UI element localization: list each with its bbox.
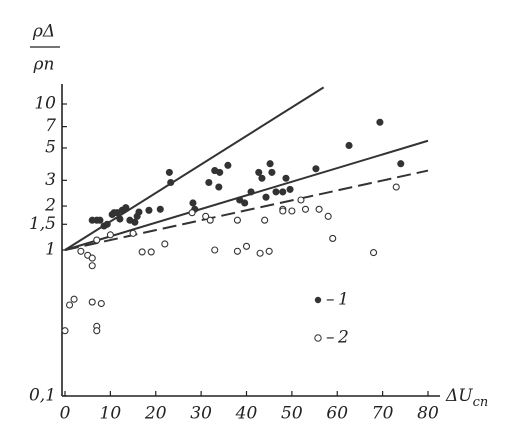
point (376, 118, 384, 126)
point (206, 216, 214, 224)
point (286, 185, 294, 193)
point (242, 242, 251, 250)
point (116, 215, 124, 223)
y-label-denominator: ρп (33, 55, 55, 75)
point (211, 246, 219, 254)
point (205, 178, 213, 187)
legend-dash: – (326, 328, 335, 348)
legend-marker (314, 296, 322, 304)
point (266, 160, 274, 168)
x-tick-label: 10 (100, 404, 122, 424)
y-tick-label: 3 (45, 170, 56, 190)
x-tick-label: 80 (417, 404, 439, 424)
point (282, 174, 290, 182)
point (255, 168, 263, 176)
point (215, 183, 223, 191)
x-tick-label: 60 (326, 404, 348, 424)
point (329, 234, 337, 242)
fit-line (64, 169, 429, 251)
point (279, 207, 287, 215)
legend-label: 2 (337, 328, 349, 348)
point (279, 188, 287, 196)
point (161, 240, 169, 248)
fit-line (64, 139, 429, 251)
x-tick-label: 0 (60, 404, 71, 424)
y-tick-label: 7 (45, 116, 56, 136)
point (88, 298, 96, 306)
y-tick-label: 1,5 (29, 214, 56, 234)
x-tick-label: 30 (190, 404, 212, 424)
point (315, 205, 323, 213)
y-tick-label: 2 (44, 196, 56, 216)
x-label-sub: сп (473, 395, 489, 410)
point (258, 174, 266, 182)
point (369, 249, 378, 257)
point (265, 247, 273, 255)
point (129, 229, 137, 237)
point (297, 196, 305, 204)
point (138, 248, 146, 256)
point (397, 160, 405, 168)
y-tick-label: 5 (45, 137, 56, 157)
point (165, 168, 173, 176)
point (261, 216, 269, 224)
point (96, 216, 104, 224)
legend-label: 1 (338, 290, 349, 310)
point (70, 295, 78, 303)
point (103, 220, 111, 228)
point (241, 199, 249, 207)
point (97, 299, 105, 308)
y-tick-label: 10 (34, 94, 56, 114)
point (224, 161, 232, 169)
point (147, 248, 155, 256)
point (268, 168, 276, 176)
x-tick-label: 40 (235, 404, 258, 424)
point (202, 212, 210, 220)
x-tick-label: 20 (144, 404, 167, 424)
point (93, 327, 101, 335)
x-label: ΔUсп (445, 386, 488, 410)
point (93, 236, 101, 244)
point (236, 196, 244, 204)
x-tick-label: 70 (372, 404, 394, 424)
point (189, 199, 197, 207)
legend-dash: – (326, 290, 335, 310)
legend-marker (314, 334, 322, 342)
point (247, 188, 255, 196)
point (188, 209, 196, 217)
point (216, 168, 224, 176)
point (262, 193, 270, 201)
point (156, 205, 164, 213)
point (324, 212, 332, 220)
point (88, 262, 96, 270)
point (77, 247, 85, 255)
point (135, 208, 143, 216)
y-label-numerator: ρΔ (32, 22, 55, 42)
point (88, 254, 96, 262)
point (312, 165, 320, 173)
y-tick-label: 0,1 (29, 386, 56, 406)
point (122, 204, 130, 212)
point (145, 206, 153, 214)
point (65, 301, 74, 309)
point (61, 327, 69, 335)
point (288, 207, 296, 215)
point (167, 178, 175, 187)
point (345, 141, 353, 150)
point (392, 183, 400, 191)
point (233, 247, 241, 255)
x-tick-label: 50 (281, 404, 303, 424)
point (233, 216, 241, 224)
point (106, 231, 114, 239)
point (131, 218, 139, 226)
y-tick-label: 1 (45, 240, 56, 260)
x-label-main: ΔU (445, 386, 473, 406)
point (272, 188, 280, 196)
point (301, 205, 310, 213)
point (256, 249, 264, 257)
